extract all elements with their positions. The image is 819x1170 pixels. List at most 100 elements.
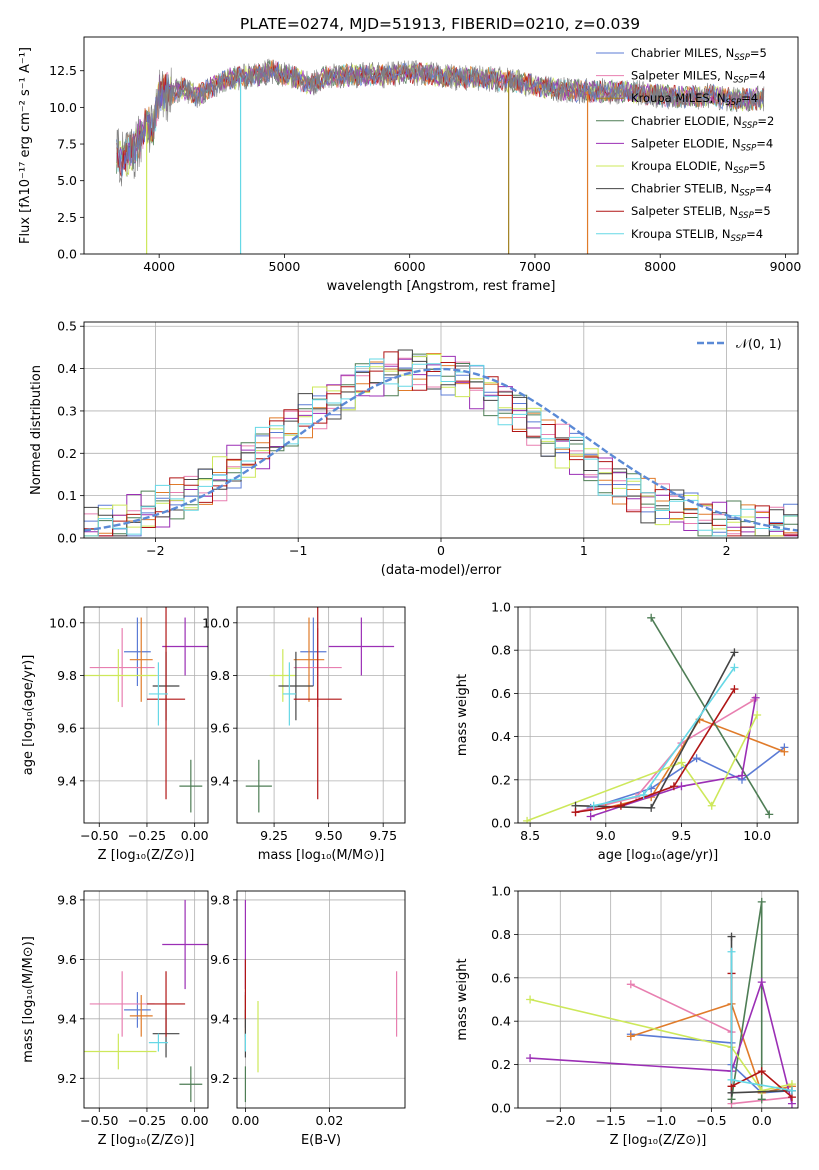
y-axis-label: mass weight <box>455 958 470 1040</box>
plot-frame <box>236 890 406 1109</box>
y-axis-label: age [log₁₀(age/yr)] <box>21 655 36 776</box>
errorbar-salpeter-stelib <box>293 607 342 800</box>
normal-curve <box>84 367 798 532</box>
legend-subscript: SSP <box>731 234 747 244</box>
weight-marker <box>669 782 678 791</box>
plot-frame <box>517 890 799 1109</box>
errorbar-chabrier-miles <box>124 617 151 687</box>
errorbar-kroupa-stelib <box>148 1033 168 1052</box>
legend-subscript: SSP <box>726 98 742 108</box>
legend-entry: Salpeter STELIB, NSSP=5 <box>631 204 771 221</box>
y-tick-label: 9.6 <box>210 721 230 736</box>
legend-name: Kroupa MILES, N <box>631 91 726 105</box>
x-tick-label: −1.5 <box>595 1113 625 1128</box>
errorbar-salpeter-miles <box>89 628 155 708</box>
x-tick-label: 0.00 <box>181 1113 209 1128</box>
residual-histograms <box>84 349 798 537</box>
x-tick-label: 4000 <box>143 259 175 274</box>
legend-entry: Salpeter MILES, NSSP=4 <box>631 69 766 86</box>
weight-marker <box>730 663 739 672</box>
y-tick-label: 0.4 <box>491 729 511 744</box>
errorbar-salpeter-elodie <box>162 617 208 676</box>
x-tick-label: −1.0 <box>646 1113 676 1128</box>
x-tick-label: 9.25 <box>260 828 288 843</box>
y-tick-label: 0.1 <box>57 488 77 503</box>
x-tick-label: 6000 <box>394 259 426 274</box>
y-tick-label: 0.0 <box>57 247 77 262</box>
axes-age-vs-Z: −0.50 −0.25 0.00 9.4 9.6 9.8 10.0 Z [log₁₀(Z/Z⊙… <box>21 606 209 863</box>
legend-count: =4 <box>741 91 758 105</box>
y-tick-label: 9.8 <box>57 668 77 683</box>
legend-entry: Kroupa MILES, NSSP=4 <box>631 91 758 108</box>
y-tick-label: 10.0 <box>49 100 77 115</box>
x-tick-label: 2 <box>723 543 731 558</box>
y-axis-label: mass weight <box>455 674 470 756</box>
histogram-kroupa-stelib <box>84 358 798 537</box>
x-tick-label: −0.50 <box>80 828 118 843</box>
x-axis-label: E(B-V) <box>301 1133 341 1148</box>
legend-name: Salpeter ELODIE, N <box>631 136 741 150</box>
errorbar-salpeter-elodie <box>162 899 208 990</box>
weight-marker <box>707 801 716 810</box>
y-tick-label: 9.6 <box>57 721 77 736</box>
weight-line-salpeter-elodie <box>530 979 793 1104</box>
y-tick-label: 0.3 <box>57 403 77 418</box>
errorbars-age-vs-Z <box>84 607 208 813</box>
legend-name: Kroupa ELODIE, N <box>631 159 733 173</box>
weight-marker <box>586 812 595 821</box>
weight-marker <box>757 978 766 987</box>
weight-marker <box>647 803 656 812</box>
y-tick-label: 9.4 <box>210 773 230 788</box>
y-tick-label: 7.5 <box>57 137 77 152</box>
errorbars-mass-vs-Z <box>84 899 208 1103</box>
legend-count: =5 <box>754 204 771 218</box>
legend-name: Chabrier STELIB, N <box>631 182 739 196</box>
weight-marker <box>677 758 686 767</box>
weight-marker <box>626 980 635 989</box>
weight-marker <box>730 648 739 657</box>
errorbars-mass-vs-EBV <box>244 899 398 1103</box>
y-tick-label: 1.0 <box>491 600 511 615</box>
legend-name: Kroupa STELIB, N <box>631 227 731 241</box>
legend-name: Salpeter MILES, N <box>631 69 733 83</box>
x-tick-label: 8000 <box>644 259 676 274</box>
errorbar-chabrier-miles <box>124 992 151 1028</box>
weight-marker <box>589 801 598 810</box>
errorbar-salpeter-miles <box>89 971 155 1037</box>
errorbar-kroupa-stelib <box>282 662 296 726</box>
x-tick-label: 1 <box>580 543 588 558</box>
x-tick-label: −0.25 <box>128 828 166 843</box>
x-tick-label: −0.50 <box>80 1113 118 1128</box>
weight-marker <box>787 1086 796 1095</box>
y-tick-label: 9.4 <box>57 773 77 788</box>
y-tick-label: 0.2 <box>491 1057 511 1072</box>
x-tick-label: 9.50 <box>315 828 343 843</box>
legend-subscript: SSP <box>739 189 755 199</box>
errorbar-chabrier-elodie <box>245 759 272 813</box>
residual-legend: 𝒩(0, 1) <box>697 336 782 351</box>
errorbar-kroupa-miles <box>293 617 325 702</box>
weight-line-salpeter-elodie <box>590 697 757 818</box>
observed-spectrum <box>116 58 765 187</box>
y-tick-label: 9.2 <box>210 1071 230 1086</box>
legend-subscript: SSP <box>742 121 758 131</box>
errorbar-chabrier-elodie <box>179 1066 203 1103</box>
weight-marker <box>571 808 580 817</box>
weight-marker <box>616 801 625 810</box>
legend-entry: 𝒩(0, 1) <box>736 336 782 351</box>
weight-marker <box>523 816 532 823</box>
plot-frame <box>83 321 799 539</box>
axes-spectrum: 4000 5000 6000 7000 8000 9000 0.0 2.5 5.0 7.5 10.0… <box>18 36 801 294</box>
y-tick-label: 0.8 <box>491 927 511 942</box>
weight-line-kroupa-miles <box>630 1002 793 1094</box>
x-tick-label: −0.5 <box>696 1113 726 1128</box>
x-tick-label: 0.02 <box>315 1113 343 1128</box>
x-tick-label: 5000 <box>269 259 301 274</box>
x-axis-label: Z [log₁₀(Z/Z⊙)] <box>610 1133 707 1148</box>
x-tick-label: −1 <box>289 543 307 558</box>
y-tick-label: 0.0 <box>491 816 511 831</box>
errorbar-kroupa-stelib <box>148 662 168 726</box>
y-tick-label: 10.0 <box>202 615 230 630</box>
